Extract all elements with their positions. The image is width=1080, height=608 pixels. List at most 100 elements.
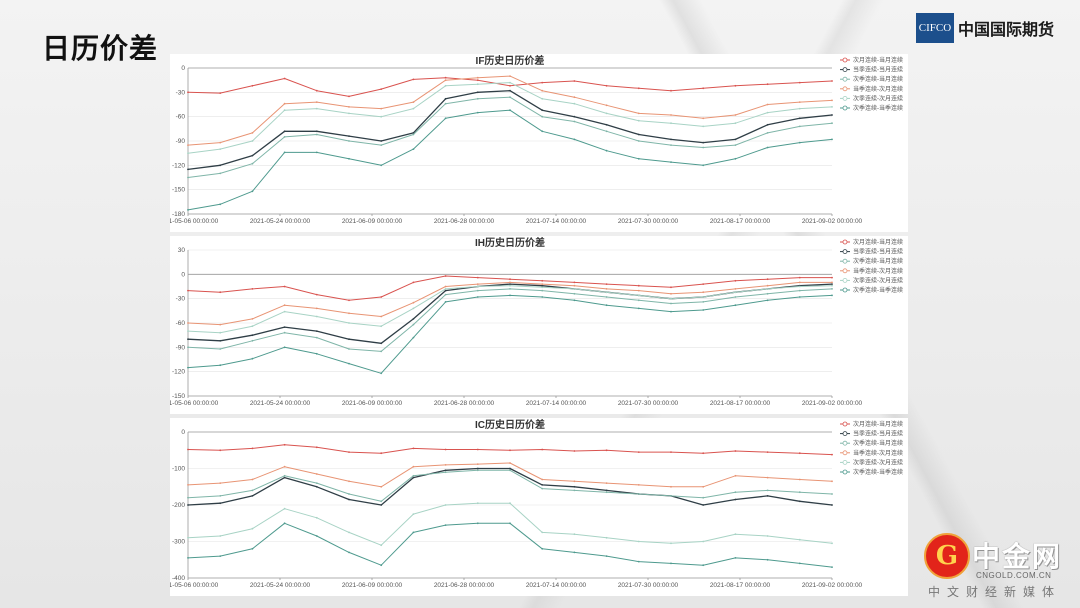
data-point [187, 144, 189, 146]
data-point [766, 111, 769, 114]
data-point [444, 289, 447, 292]
legend-label: 当季连续-次月连续 [853, 449, 903, 457]
data-point [573, 115, 576, 118]
data-point [734, 304, 737, 307]
data-point [412, 307, 415, 310]
data-point [637, 493, 640, 495]
data-point [541, 283, 544, 285]
data-point [831, 288, 833, 290]
x-tick-label: 2021-06-28 00:00:00 [434, 400, 495, 407]
data-point [251, 478, 254, 481]
data-point [541, 478, 544, 481]
data-point [315, 352, 318, 355]
data-point [702, 540, 705, 543]
data-point [187, 176, 189, 179]
legend-label: 次季连续-当月连续 [853, 439, 903, 447]
legend-swatch-marker [842, 440, 848, 446]
chart-panel-ih: IH历史日历价差 30 0 -30 -60 -90 -120 -1502021-05-06 0… [158, 236, 908, 414]
watermark-name: 中金网 [972, 541, 1063, 572]
data-point [798, 296, 801, 298]
data-point [702, 564, 705, 567]
data-point [348, 322, 350, 324]
data-point [251, 318, 254, 320]
data-point [187, 209, 189, 211]
data-point [509, 288, 511, 290]
data-point [702, 504, 705, 506]
data-point [605, 296, 608, 298]
data-point [219, 92, 222, 94]
data-point [798, 117, 801, 120]
data-point [283, 476, 286, 479]
x-tick-label: 2021-06-09 00:00:00 [342, 400, 403, 407]
data-point [541, 279, 544, 282]
series-line [187, 77, 833, 97]
data-point [251, 325, 254, 328]
data-point [476, 289, 479, 292]
data-point [380, 504, 383, 506]
data-point [380, 564, 383, 567]
data-point [831, 284, 833, 287]
legend-swatch-marker [842, 57, 848, 63]
data-point [831, 99, 833, 102]
data-point [605, 536, 608, 539]
data-point [476, 469, 479, 472]
data-point [605, 449, 608, 452]
data-point [444, 301, 447, 303]
x-tick-label: 2021-08-17 00:00:00 [710, 582, 771, 589]
data-point [605, 130, 608, 133]
data-point [315, 330, 318, 332]
data-point [283, 151, 286, 154]
data-point [670, 451, 672, 453]
data-point [251, 547, 254, 550]
data-point [541, 296, 544, 298]
data-point [541, 484, 544, 486]
data-point [476, 76, 479, 79]
data-point [315, 307, 318, 310]
data-point [187, 496, 189, 499]
data-point [348, 493, 350, 495]
data-point [315, 535, 318, 537]
data-point [251, 527, 254, 530]
data-point [348, 112, 350, 115]
data-point [251, 447, 254, 450]
data-point [476, 79, 479, 82]
data-point [219, 502, 222, 505]
series-line [187, 288, 833, 352]
series-line [187, 294, 833, 374]
data-point [831, 566, 833, 568]
data-point [670, 542, 672, 545]
data-point [412, 133, 415, 136]
data-point [831, 283, 833, 285]
data-point [734, 557, 737, 559]
data-point [219, 495, 222, 497]
data-point [219, 141, 222, 144]
y-tick-label: -30 [176, 296, 186, 303]
data-point [219, 323, 222, 326]
legend-label: 次季连续-当季连续 [853, 468, 903, 476]
data-point [605, 283, 608, 285]
data-point [348, 157, 350, 160]
data-point [412, 148, 415, 150]
data-point [315, 482, 318, 484]
data-point [348, 338, 350, 341]
data-point [283, 136, 286, 138]
data-point [766, 278, 769, 281]
data-point [702, 117, 705, 120]
data-point [380, 296, 383, 298]
data-point [283, 331, 286, 334]
data-point [380, 144, 383, 146]
data-point [412, 281, 415, 284]
data-point [798, 562, 801, 565]
x-tick-label: 2021-09-02 00:00:00 [802, 400, 863, 407]
data-point [219, 148, 222, 150]
data-point [283, 474, 286, 477]
data-point [283, 465, 286, 468]
data-point [380, 107, 383, 110]
data-point [734, 533, 737, 536]
data-point [734, 114, 737, 116]
data-point [605, 491, 608, 494]
data-point [702, 485, 705, 488]
data-point [702, 141, 705, 144]
y-tick-label: -30 [176, 89, 186, 96]
data-point [444, 288, 447, 290]
